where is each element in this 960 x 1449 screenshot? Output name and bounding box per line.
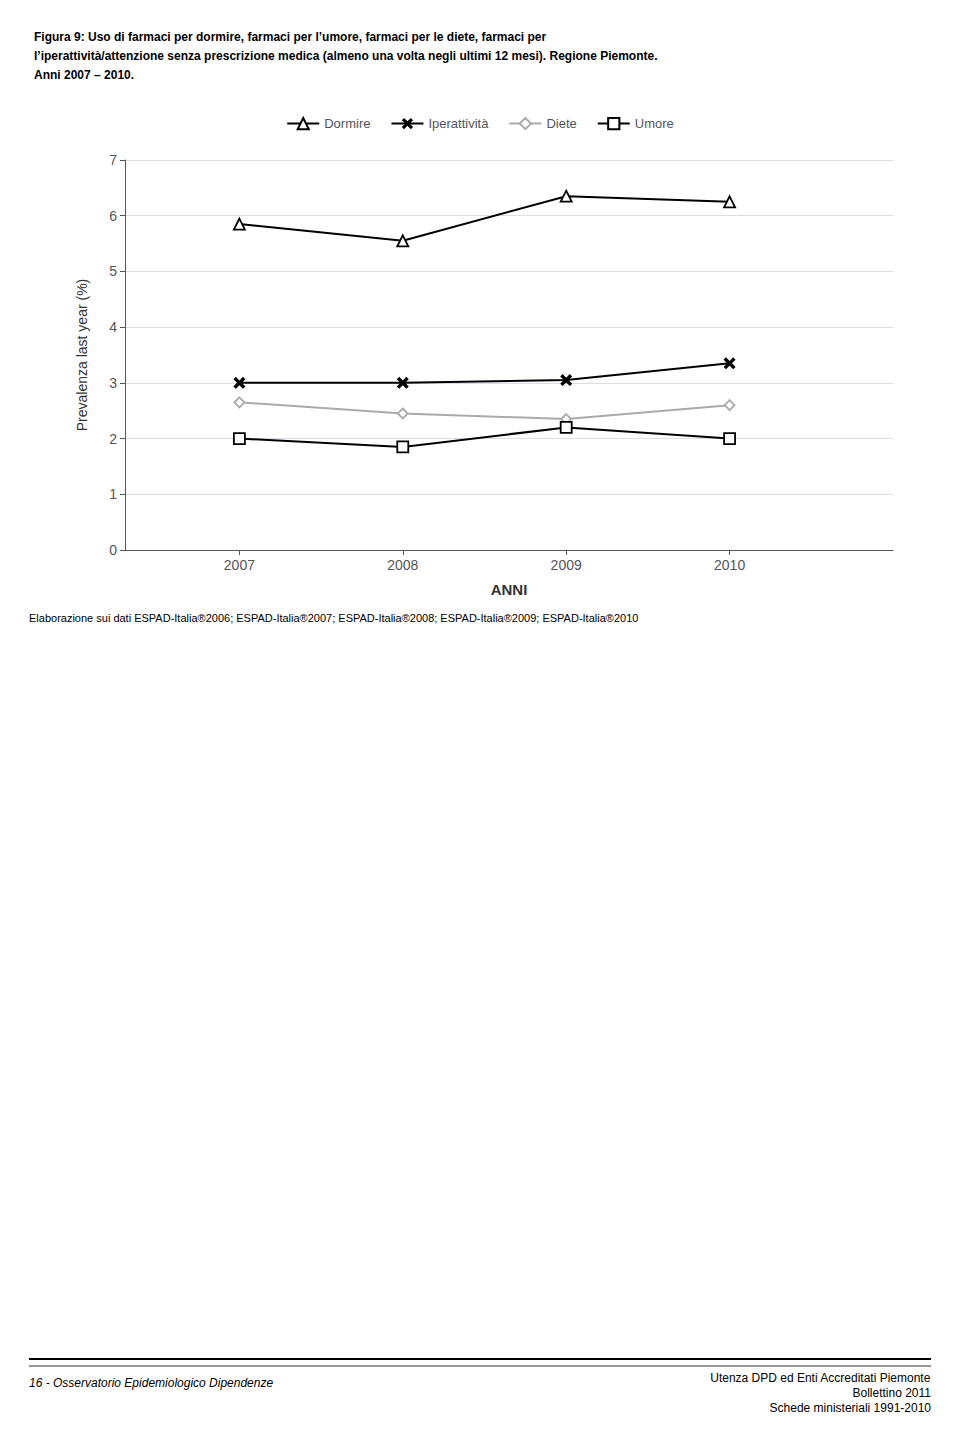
svg-text:6: 6 — [109, 208, 117, 224]
svg-text:2009: 2009 — [551, 557, 582, 573]
svg-text:Utenza DPD ed Enti Accreditati: Utenza DPD ed Enti Accreditati Piemonte — [710, 1371, 930, 1385]
svg-text:3: 3 — [109, 375, 117, 391]
svg-text:l’iperattività/attenzione senz: l’iperattività/attenzione senza prescriz… — [34, 49, 658, 63]
svg-text:Elaborazione sui dati ESPAD-It: Elaborazione sui dati ESPAD-Italia®2006;… — [29, 612, 638, 624]
svg-text:Diete: Diete — [546, 116, 576, 131]
svg-text:5: 5 — [109, 263, 117, 279]
svg-text:Prevalenza last year (%): Prevalenza last year (%) — [74, 279, 90, 432]
svg-text:1: 1 — [109, 486, 117, 502]
svg-text:16 - Osservatorio Epidemiologi: 16 - Osservatorio Epidemiologico Dipende… — [29, 1376, 273, 1390]
svg-text:2: 2 — [109, 431, 117, 447]
svg-text:2008: 2008 — [387, 557, 418, 573]
svg-text:Iperattività: Iperattività — [428, 116, 489, 131]
svg-text:2007: 2007 — [224, 557, 255, 573]
svg-text:7: 7 — [109, 152, 117, 168]
svg-text:ANNI: ANNI — [491, 581, 528, 598]
svg-text:Figura 9: Uso di farmaci per d: Figura 9: Uso di farmaci per dormire, fa… — [34, 30, 547, 44]
svg-text:0: 0 — [109, 542, 117, 558]
svg-text:2010: 2010 — [714, 557, 745, 573]
svg-text:4: 4 — [109, 319, 117, 335]
svg-text:Dormire: Dormire — [324, 116, 370, 131]
svg-text:Schede ministeriali 1991-2010: Schede ministeriali 1991-2010 — [770, 1401, 932, 1415]
svg-text:Umore: Umore — [635, 116, 674, 131]
svg-text:Anni 2007 – 2010.: Anni 2007 – 2010. — [34, 68, 134, 82]
svg-text:Bollettino 2011: Bollettino 2011 — [852, 1386, 931, 1400]
